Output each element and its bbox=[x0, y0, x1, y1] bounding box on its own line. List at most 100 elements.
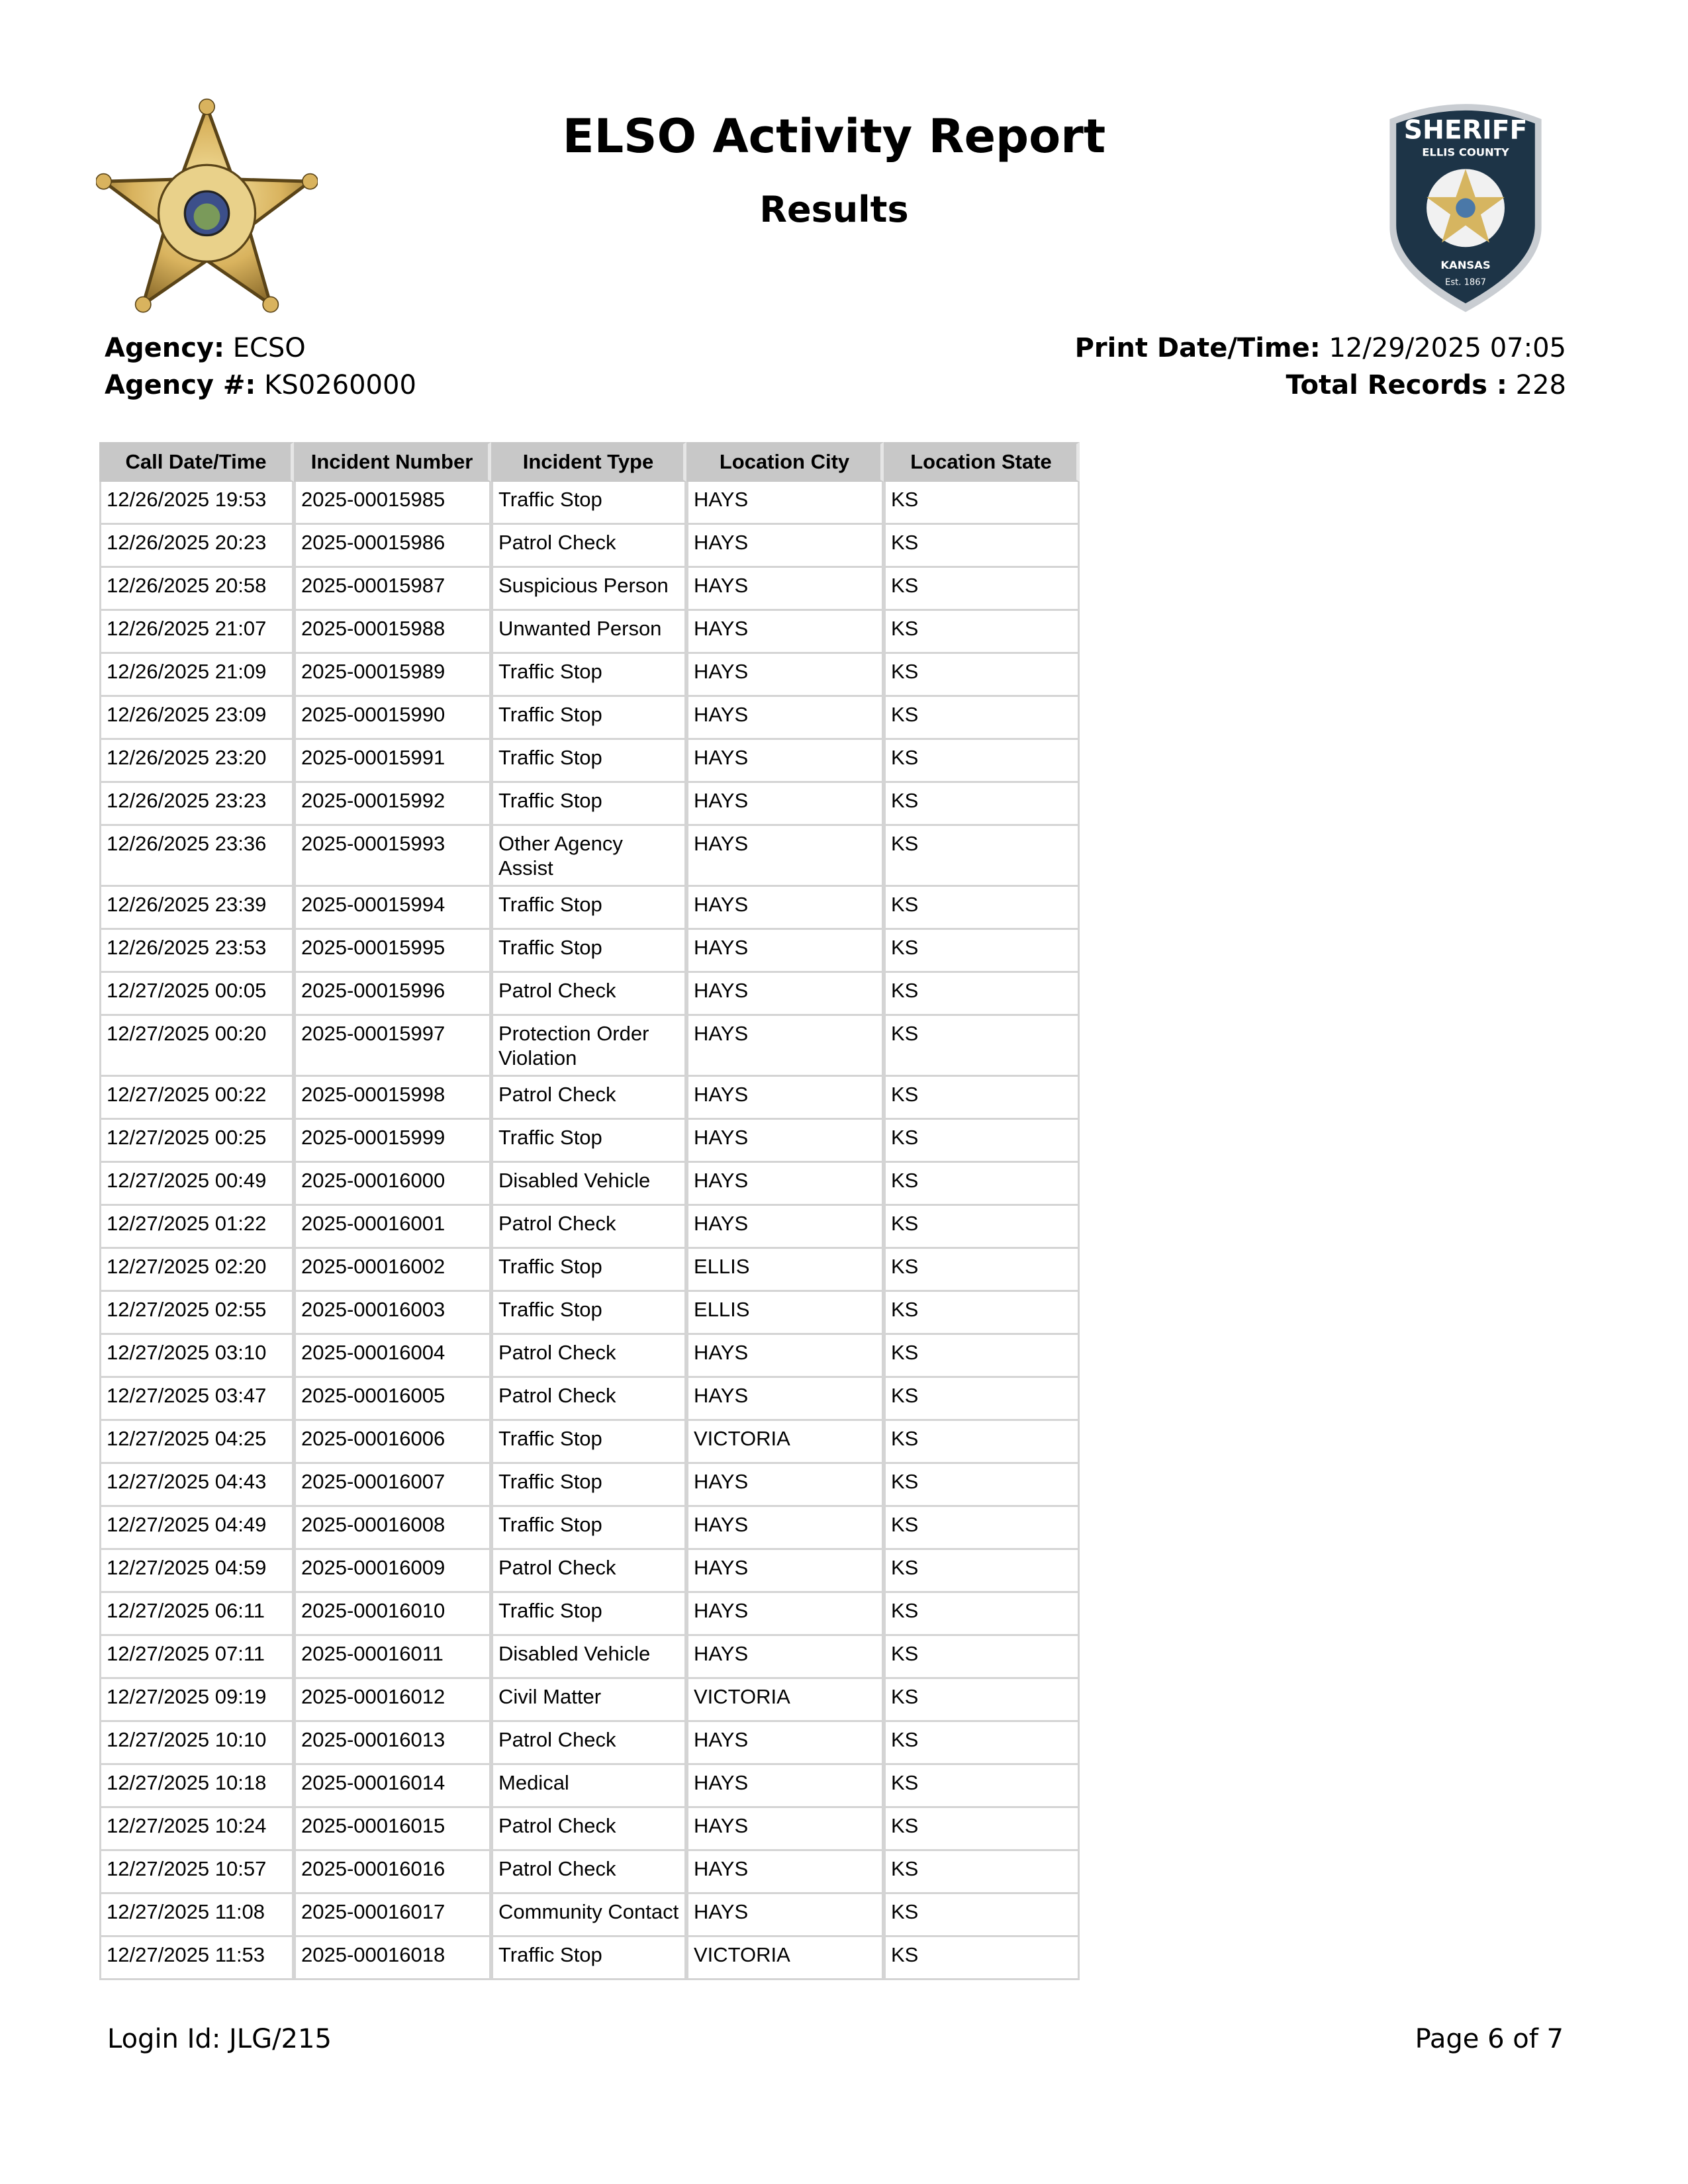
call-datetime-cell: 12/27/2025 03:10 bbox=[99, 1335, 294, 1378]
location-state-cell: KS bbox=[884, 654, 1080, 697]
table-row: 12/26/2025 23:20 2025-00015991 Traffic Sto… bbox=[99, 740, 1080, 783]
login-id: Login Id: JLG/215 bbox=[107, 2024, 332, 2054]
table-row: 12/27/2025 00:22 2025-00015998 Patrol Chec… bbox=[99, 1077, 1080, 1120]
location-city-cell: HAYS bbox=[686, 1851, 884, 1894]
print-datetime-value: 12/29/2025 07:05 bbox=[1329, 333, 1566, 363]
call-datetime-cell: 12/27/2025 02:55 bbox=[99, 1292, 294, 1335]
location-state-cell: KS bbox=[884, 783, 1080, 826]
location-state-cell: KS bbox=[884, 482, 1080, 525]
location-city-cell: HAYS bbox=[686, 1722, 884, 1765]
location-state-cell: KS bbox=[884, 1894, 1080, 1937]
svg-text:KANSAS: KANSAS bbox=[1440, 259, 1490, 271]
table-row: 12/27/2025 10:24 2025-00016015 Patrol Chec… bbox=[99, 1808, 1080, 1851]
incident-number-cell: 2025-00016012 bbox=[294, 1679, 491, 1722]
location-state-cell: KS bbox=[884, 1163, 1080, 1206]
incident-type-cell: Traffic Stop bbox=[491, 1249, 686, 1292]
call-datetime-cell: 12/27/2025 07:11 bbox=[99, 1636, 294, 1679]
location-state-cell: KS bbox=[884, 1292, 1080, 1335]
incident-number-cell: 2025-00015997 bbox=[294, 1016, 491, 1077]
incident-number-cell: 2025-00015988 bbox=[294, 611, 491, 654]
call-datetime-cell: 12/27/2025 01:22 bbox=[99, 1206, 294, 1249]
incident-type-cell: Civil Matter bbox=[491, 1679, 686, 1722]
agency-info: Agency: ECSO Agency #: KS0260000 bbox=[105, 330, 416, 404]
incident-number-cell: 2025-00016002 bbox=[294, 1249, 491, 1292]
incident-type-cell: Disabled Vehicle bbox=[491, 1163, 686, 1206]
call-datetime-cell: 12/26/2025 20:23 bbox=[99, 525, 294, 568]
location-city-cell: HAYS bbox=[686, 611, 884, 654]
call-datetime-cell: 12/27/2025 10:18 bbox=[99, 1765, 294, 1808]
call-datetime-cell: 12/26/2025 23:36 bbox=[99, 826, 294, 887]
table-row: 12/26/2025 21:09 2025-00015989 Traffic Sto… bbox=[99, 654, 1080, 697]
call-datetime-cell: 12/27/2025 00:49 bbox=[99, 1163, 294, 1206]
location-city-cell: VICTORIA bbox=[686, 1679, 884, 1722]
location-city-cell: HAYS bbox=[686, 783, 884, 826]
incident-type-cell: Traffic Stop bbox=[491, 1593, 686, 1636]
table-row: 12/27/2025 07:11 2025-00016011 Disabled Ve… bbox=[99, 1636, 1080, 1679]
column-header: Incident Number bbox=[294, 442, 491, 482]
incident-type-cell: Traffic Stop bbox=[491, 1464, 686, 1507]
location-city-cell: HAYS bbox=[686, 887, 884, 930]
table-row: 12/27/2025 01:22 2025-00016001 Patrol Chec… bbox=[99, 1206, 1080, 1249]
table-row: 12/27/2025 04:25 2025-00016006 Traffic Sto… bbox=[99, 1421, 1080, 1464]
call-datetime-cell: 12/27/2025 03:47 bbox=[99, 1378, 294, 1421]
location-state-cell: KS bbox=[884, 1016, 1080, 1077]
incident-type-cell: Suspicious Person bbox=[491, 568, 686, 611]
incident-number-cell: 2025-00015985 bbox=[294, 482, 491, 525]
call-datetime-cell: 12/27/2025 00:22 bbox=[99, 1077, 294, 1120]
call-datetime-cell: 12/27/2025 04:43 bbox=[99, 1464, 294, 1507]
incident-type-cell: Patrol Check bbox=[491, 1378, 686, 1421]
location-city-cell: HAYS bbox=[686, 1808, 884, 1851]
table-row: 12/26/2025 23:09 2025-00015990 Traffic Sto… bbox=[99, 697, 1080, 740]
location-city-cell: HAYS bbox=[686, 1120, 884, 1163]
call-datetime-cell: 12/26/2025 19:53 bbox=[99, 482, 294, 525]
incident-type-cell: Patrol Check bbox=[491, 1335, 686, 1378]
table-row: 12/26/2025 23:36 2025-00015993 Other Agenc… bbox=[99, 826, 1080, 887]
table-row: 12/27/2025 04:43 2025-00016007 Traffic Sto… bbox=[99, 1464, 1080, 1507]
location-state-cell: KS bbox=[884, 525, 1080, 568]
page-number: Page 6 of 7 bbox=[1415, 2024, 1564, 2054]
table-header-row: Call Date/Time Incident Number Incident Ty… bbox=[99, 442, 1080, 482]
agency-number-value: KS0260000 bbox=[264, 370, 416, 400]
location-city-cell: HAYS bbox=[686, 697, 884, 740]
report-title: ELSO Activity Report bbox=[562, 109, 1106, 163]
location-city-cell: ELLIS bbox=[686, 1249, 884, 1292]
location-state-cell: KS bbox=[884, 611, 1080, 654]
location-city-cell: HAYS bbox=[686, 1206, 884, 1249]
total-records-label: Total Records : bbox=[1286, 370, 1507, 400]
activity-table: Call Date/Time Incident Number Incident Ty… bbox=[99, 442, 1080, 1980]
table-row: 12/27/2025 11:08 2025-00016017 Community C… bbox=[99, 1894, 1080, 1937]
location-state-cell: KS bbox=[884, 826, 1080, 887]
call-datetime-cell: 12/26/2025 23:23 bbox=[99, 783, 294, 826]
table-row: 12/27/2025 06:11 2025-00016010 Traffic Sto… bbox=[99, 1593, 1080, 1636]
incident-number-cell: 2025-00015992 bbox=[294, 783, 491, 826]
call-datetime-cell: 12/27/2025 00:05 bbox=[99, 973, 294, 1016]
incident-type-cell: Community Contact bbox=[491, 1894, 686, 1937]
agency-number-line: Agency #: KS0260000 bbox=[105, 367, 416, 404]
incident-number-cell: 2025-00015989 bbox=[294, 654, 491, 697]
location-city-cell: HAYS bbox=[686, 1016, 884, 1077]
incident-type-cell: Traffic Stop bbox=[491, 697, 686, 740]
location-state-cell: KS bbox=[884, 1550, 1080, 1593]
agency-label: Agency: bbox=[105, 333, 224, 363]
incident-type-cell: Traffic Stop bbox=[491, 1937, 686, 1980]
incident-type-cell: Traffic Stop bbox=[491, 654, 686, 697]
incident-number-cell: 2025-00016011 bbox=[294, 1636, 491, 1679]
print-info: Print Date/Time: 12/29/2025 07:05 Total … bbox=[1075, 330, 1566, 404]
incident-type-cell: Traffic Stop bbox=[491, 783, 686, 826]
location-state-cell: KS bbox=[884, 1206, 1080, 1249]
call-datetime-cell: 12/26/2025 20:58 bbox=[99, 568, 294, 611]
incident-number-cell: 2025-00016009 bbox=[294, 1550, 491, 1593]
incident-type-cell: Patrol Check bbox=[491, 525, 686, 568]
column-header: Location City bbox=[686, 442, 884, 482]
column-header: Call Date/Time bbox=[99, 442, 294, 482]
location-state-cell: KS bbox=[884, 1378, 1080, 1421]
location-city-cell: HAYS bbox=[686, 973, 884, 1016]
incident-number-cell: 2025-00016006 bbox=[294, 1421, 491, 1464]
location-city-cell: HAYS bbox=[686, 930, 884, 973]
incident-number-cell: 2025-00016013 bbox=[294, 1722, 491, 1765]
call-datetime-cell: 12/27/2025 10:57 bbox=[99, 1851, 294, 1894]
table-row: 12/27/2025 02:55 2025-00016003 Traffic Sto… bbox=[99, 1292, 1080, 1335]
table-row: 12/26/2025 23:39 2025-00015994 Traffic Sto… bbox=[99, 887, 1080, 930]
location-state-cell: KS bbox=[884, 1593, 1080, 1636]
location-city-cell: HAYS bbox=[686, 1507, 884, 1550]
